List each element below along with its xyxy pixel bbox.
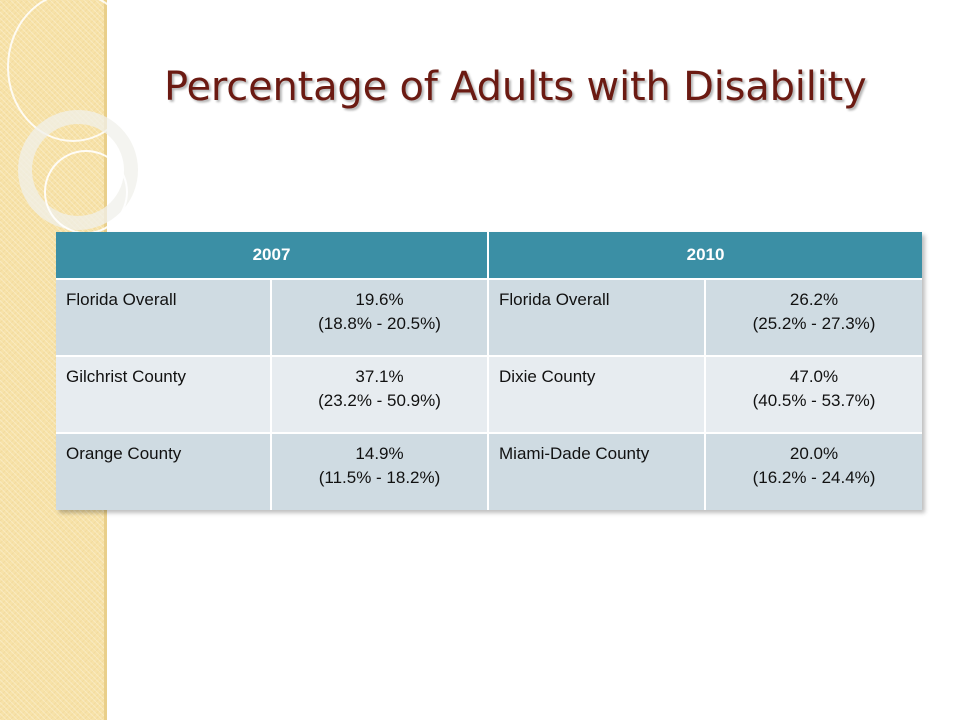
table-header-row: 2007 2010 [56,232,923,279]
value-2010: 26.2% (25.2% - 27.3%) [704,278,923,356]
percent: 19.6% [355,290,404,309]
confidence-interval: (11.5% - 18.2%) [318,468,441,487]
percent: 14.9% [355,444,404,463]
decorative-ring-small [44,150,128,234]
disability-table: 2007 2010 Florida Overall 19.6% (18.8% -… [56,232,923,510]
table-row: Florida Overall 19.6% (18.8% - 20.5%) Fl… [56,278,923,356]
value-2007: 14.9% (11.5% - 18.2%) [269,432,489,510]
value-2007: 19.6% (18.8% - 20.5%) [269,278,489,356]
area-2007: Orange County [56,432,271,510]
value-2007: 37.1% (23.2% - 50.9%) [269,355,489,433]
confidence-interval: (16.2% - 24.4%) [752,468,876,487]
area-2010: Florida Overall [487,278,706,356]
area-2007: Gilchrist County [56,355,271,433]
confidence-interval: (25.2% - 27.3%) [752,314,876,333]
area-2007: Florida Overall [56,278,271,356]
slide-title: Percentage of Adults with Disability [164,64,867,110]
table-row: Orange County 14.9% (11.5% - 18.2%) Miam… [56,432,923,510]
percent: 20.0% [789,444,839,463]
percent: 37.1% [355,367,404,386]
header-2007: 2007 [56,232,489,279]
area-2010: Miami-Dade County [487,432,706,510]
percent: 47.0% [789,367,839,386]
confidence-interval: (40.5% - 53.7%) [752,391,876,410]
header-2010: 2010 [487,232,923,279]
value-2010: 47.0% (40.5% - 53.7%) [704,355,923,433]
table-row: Gilchrist County 37.1% (23.2% - 50.9%) D… [56,355,923,433]
confidence-interval: (18.8% - 20.5%) [318,314,441,333]
confidence-interval: (23.2% - 50.9%) [318,391,441,410]
percent: 26.2% [789,290,839,309]
area-2010: Dixie County [487,355,706,433]
value-2010: 20.0% (16.2% - 24.4%) [704,432,923,510]
